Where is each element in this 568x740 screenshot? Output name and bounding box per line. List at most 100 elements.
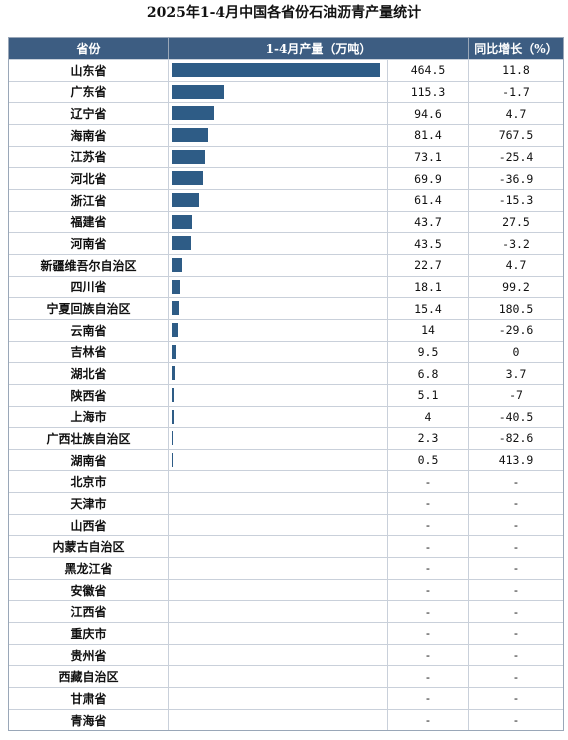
output-value: 9.5 xyxy=(387,341,468,363)
output-value: 73.1 xyxy=(387,146,468,168)
table-row: 湖北省 6.8 3.7 xyxy=(9,362,563,384)
output-bar xyxy=(172,84,224,99)
output-value: 43.7 xyxy=(387,211,468,233)
output-cell: 43.5 xyxy=(169,233,469,254)
table-row: 新疆维吾尔自治区 22.7 4.7 xyxy=(9,253,563,276)
output-bar xyxy=(172,63,380,77)
table-header: 省份 1-4月产量（万吨） 同比增长（%） xyxy=(9,38,563,59)
output-value: - xyxy=(387,688,468,709)
province-cell: 重庆市 xyxy=(9,623,169,644)
table-row: 山东省 464.5 11.8 xyxy=(9,59,563,81)
growth-cell: 4.7 xyxy=(505,258,527,273)
table-row: 河南省 43.5 -3.2 xyxy=(9,232,563,254)
output-cell: - xyxy=(169,558,469,579)
output-bar xyxy=(172,279,181,294)
table-row: 河北省 69.9 -36.9 xyxy=(9,167,563,189)
output-value: 81.4 xyxy=(387,124,468,146)
province-cell: 辽宁省 xyxy=(9,103,169,124)
output-cell: - xyxy=(169,471,469,493)
output-cell: 18.1 xyxy=(169,276,469,298)
output-cell: - xyxy=(169,666,469,688)
output-value: 0.5 xyxy=(387,449,468,471)
output-value: 4 xyxy=(387,406,468,428)
province-cell: 山西省 xyxy=(9,514,169,536)
output-value: 6.8 xyxy=(387,363,468,384)
output-value: 94.6 xyxy=(387,103,468,124)
output-cell: - xyxy=(169,644,469,666)
output-cell: 5.1 xyxy=(169,384,469,406)
province-cell: 四川省 xyxy=(9,276,169,298)
output-cell: 0.5 xyxy=(169,449,469,471)
output-bar xyxy=(172,236,192,251)
growth-cell: 767.5 xyxy=(498,128,534,143)
output-bar xyxy=(172,431,174,446)
growth-cell: -25.4 xyxy=(498,149,534,164)
table-row: 浙江省 61.4 -15.3 xyxy=(9,188,563,211)
output-bar xyxy=(172,387,175,402)
growth-cell: -29.6 xyxy=(498,323,534,338)
output-bar xyxy=(172,127,209,142)
growth-cell: - xyxy=(512,626,520,641)
output-bar xyxy=(172,257,183,272)
output-bar xyxy=(172,106,215,121)
header-growth: 同比增长（%） xyxy=(474,42,558,56)
table-row: 江西省 - - xyxy=(9,600,563,623)
output-value: 5.1 xyxy=(387,384,468,406)
data-table: 省份 1-4月产量（万吨） 同比增长（%） 山东省 464.5 11.8 广东省 115… xyxy=(8,37,564,732)
output-cell: 43.7 xyxy=(169,211,469,233)
output-cell: 81.4 xyxy=(169,124,469,146)
province-cell: 吉林省 xyxy=(9,341,169,363)
province-cell: 广东省 xyxy=(9,81,169,103)
province-cell: 河南省 xyxy=(9,233,169,254)
output-cell: - xyxy=(169,601,469,623)
output-cell: 2.3 xyxy=(169,428,469,449)
output-bar xyxy=(172,301,179,316)
output-cell: - xyxy=(169,536,469,558)
growth-cell: -1.7 xyxy=(502,84,530,99)
province-cell: 海南省 xyxy=(9,124,169,146)
table-row: 海南省 81.4 767.5 xyxy=(9,123,563,146)
table-row: 宁夏回族自治区 15.4 180.5 xyxy=(9,297,563,319)
output-cell: 464.5 xyxy=(169,60,469,81)
growth-cell: 27.5 xyxy=(502,214,530,229)
table-row: 西藏自治区 - - xyxy=(9,665,563,688)
table-row: 辽宁省 94.6 4.7 xyxy=(9,102,563,124)
province-cell: 新疆维吾尔自治区 xyxy=(9,254,169,276)
output-bar xyxy=(172,409,174,424)
output-cell: 69.9 xyxy=(169,168,469,189)
province-cell: 湖北省 xyxy=(9,363,169,384)
output-cell: - xyxy=(169,579,469,601)
growth-cell: -7 xyxy=(509,388,523,403)
province-cell: 宁夏回族自治区 xyxy=(9,298,169,319)
growth-cell: 11.8 xyxy=(502,63,530,78)
growth-cell: - xyxy=(512,474,520,489)
growth-cell: 4.7 xyxy=(505,106,527,121)
output-cell: - xyxy=(169,493,469,514)
growth-cell: 0 xyxy=(512,344,520,359)
province-cell: 甘肃省 xyxy=(9,688,169,709)
output-bar xyxy=(172,452,173,467)
growth-cell: 413.9 xyxy=(498,453,534,468)
table-row: 甘肃省 - - xyxy=(9,687,563,709)
output-value: 115.3 xyxy=(387,81,468,103)
table-row: 内蒙古自治区 - - xyxy=(9,535,563,558)
output-bar xyxy=(172,171,204,186)
growth-cell: - xyxy=(512,518,520,533)
province-cell: 贵州省 xyxy=(9,644,169,666)
output-value: 61.4 xyxy=(387,189,468,211)
province-cell: 浙江省 xyxy=(9,189,169,211)
output-value: 464.5 xyxy=(387,60,468,81)
output-value: 22.7 xyxy=(387,254,468,276)
output-value: 2.3 xyxy=(387,428,468,449)
table-row: 安徽省 - - xyxy=(9,578,563,601)
output-bar xyxy=(172,214,192,229)
output-value: - xyxy=(387,471,468,493)
output-cell: 4 xyxy=(169,406,469,428)
growth-cell: 99.2 xyxy=(502,279,530,294)
output-cell: 61.4 xyxy=(169,189,469,211)
output-bar xyxy=(172,366,176,381)
output-value: 43.5 xyxy=(387,233,468,254)
output-bar xyxy=(172,322,179,337)
growth-cell: - xyxy=(512,496,520,511)
province-cell: 河北省 xyxy=(9,168,169,189)
